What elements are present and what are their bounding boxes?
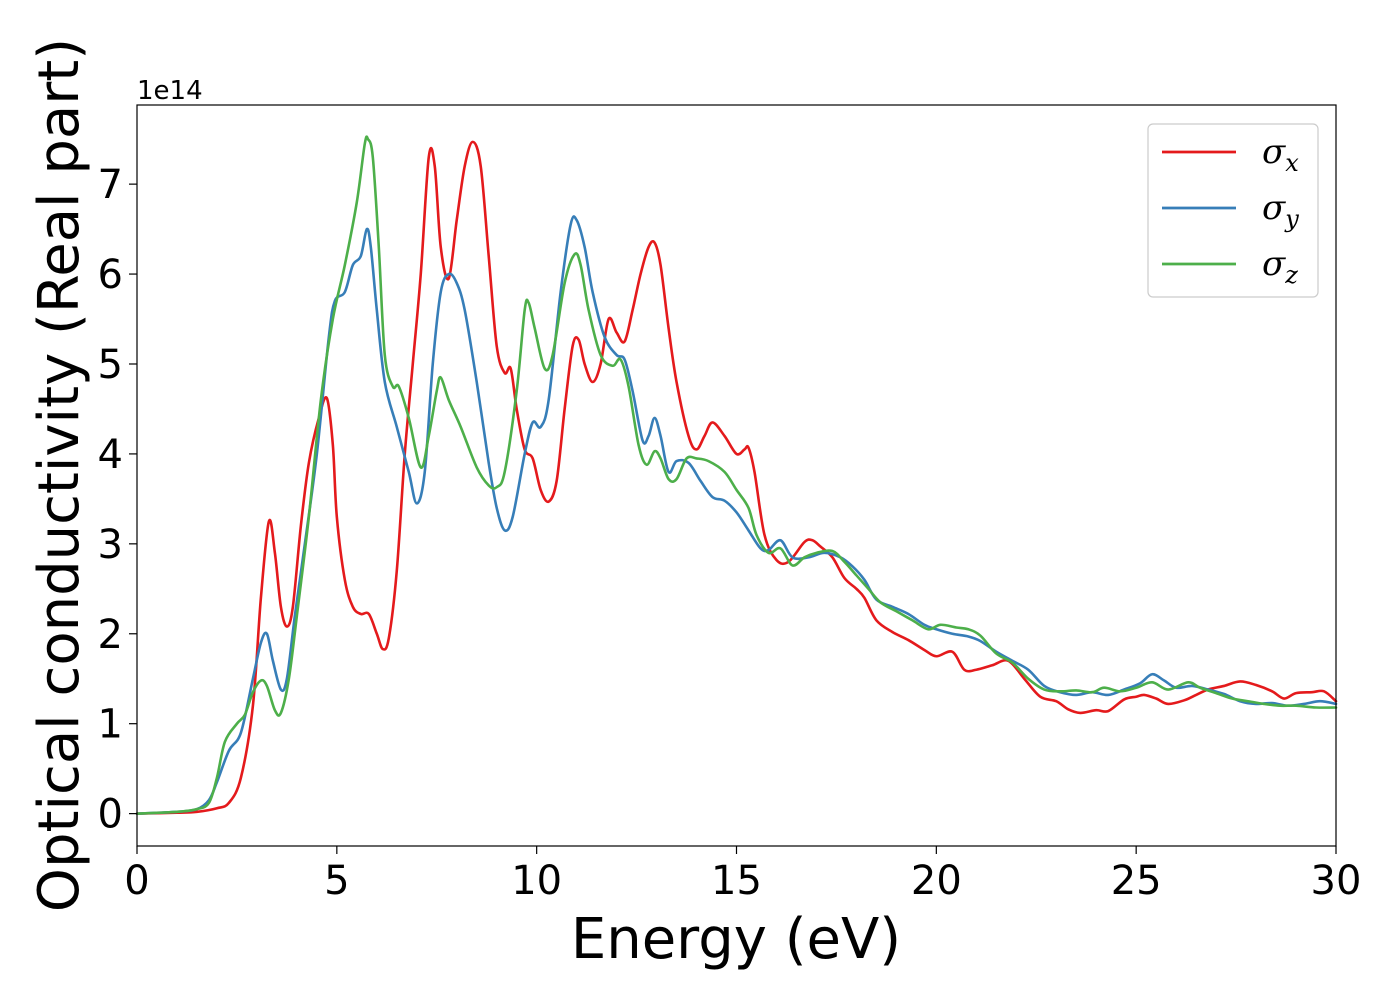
y-offset-label: 1e14 [137, 76, 203, 106]
x-tick-label: 20 [911, 858, 962, 904]
y-tick-label: 3 [98, 522, 123, 568]
legend: σx σy σz [1147, 123, 1319, 298]
x-tick-label: 15 [711, 858, 762, 904]
y-tick-label: 6 [98, 252, 123, 298]
legend-label-y: σy [1262, 188, 1299, 233]
x-tick-label: 10 [511, 858, 562, 904]
x-tick-label: 0 [124, 858, 149, 904]
y-tick-label: 1 [98, 702, 123, 748]
series-lines [135, 135, 1338, 815]
series-line-y [135, 215, 1338, 815]
y-tick-label: 4 [98, 432, 123, 478]
legend-label-z: σz [1262, 244, 1298, 289]
legend-box [1147, 123, 1319, 298]
y-tick-label: 0 [98, 792, 123, 838]
x-tick-label: 30 [1311, 858, 1362, 904]
y-axis: 0 1 2 3 4 5 6 7 [98, 162, 137, 838]
x-axis: 0 5 10 15 20 25 30 [124, 846, 1361, 904]
x-tick-label: 5 [324, 858, 349, 904]
x-axis-title: Energy (eV) [571, 907, 901, 972]
series-line-x [135, 140, 1338, 815]
x-tick-label: 25 [1111, 858, 1162, 904]
legend-label-x: σx [1262, 132, 1299, 177]
y-axis-title: Optical conductivity (Real part) [27, 38, 92, 912]
y-tick-label: 7 [98, 162, 123, 208]
series-line-z [135, 135, 1338, 815]
y-tick-label: 2 [98, 612, 123, 658]
y-tick-label: 5 [98, 342, 123, 388]
